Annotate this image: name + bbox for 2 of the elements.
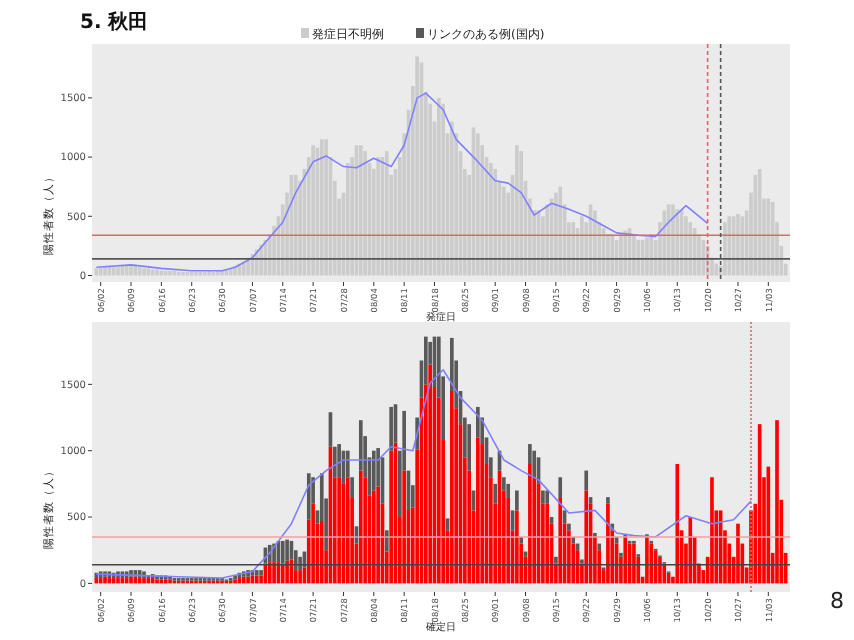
text: 8 bbox=[830, 588, 844, 614]
chart-title: 5. 秋田 bbox=[80, 10, 149, 34]
